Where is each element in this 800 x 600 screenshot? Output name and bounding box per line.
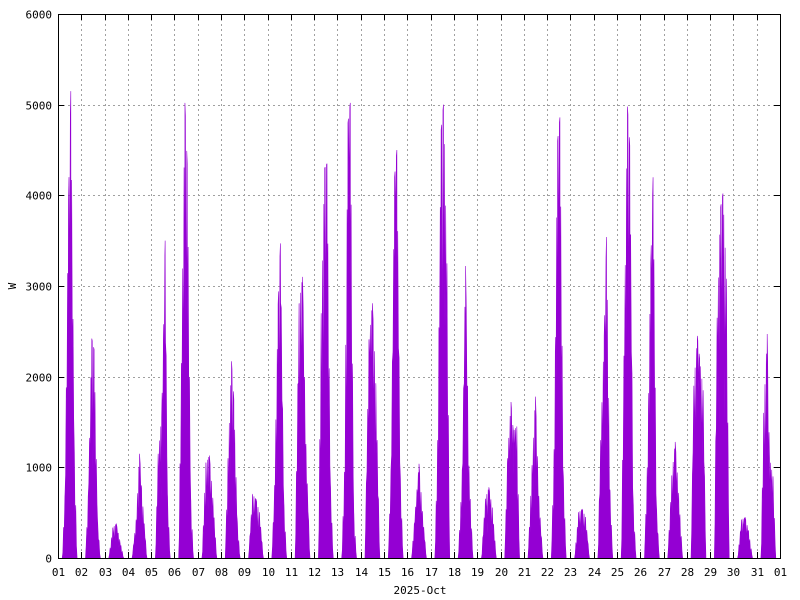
x-tick-label: 30	[727, 566, 740, 579]
day-production-30	[737, 517, 753, 559]
x-tick-labels: 01 02 03 04 05 06 07 08 09 10 11 12 13 14 15 16 17 18 19 20…	[52, 566, 787, 579]
day-production-07	[201, 455, 218, 559]
y-tick-label: 1000	[26, 462, 53, 475]
y-tick-label: 0	[45, 553, 52, 566]
x-tick-label: 16	[401, 566, 414, 579]
y-tick-labels: 0 1000 2000 3000 4000 5000 6000	[26, 9, 53, 566]
x-tick-label: 21	[518, 566, 531, 579]
x-tick-label: 03	[99, 566, 112, 579]
day-production-11	[294, 276, 311, 559]
x-tick-label: 02	[75, 566, 88, 579]
day-production-01	[61, 91, 78, 559]
x-tick-label: 01	[774, 566, 787, 579]
day-production-20	[504, 402, 520, 559]
y-tick-label: 2000	[26, 372, 53, 385]
day-production-10	[271, 243, 288, 559]
day-production-21	[527, 396, 544, 559]
x-axis-title: 2025-Oct	[394, 584, 447, 597]
axis-ticks	[58, 14, 781, 559]
x-tick-label: 07	[192, 566, 205, 579]
x-tick-label: 19	[471, 566, 484, 579]
x-tick-label: 10	[262, 566, 275, 579]
x-tick-label: 22	[541, 566, 554, 579]
x-tick-label: 18	[448, 566, 461, 579]
day-production-05	[155, 240, 171, 559]
day-production-18	[457, 266, 474, 559]
day-production-14	[364, 303, 381, 559]
y-tick-label: 3000	[26, 281, 53, 294]
x-tick-label: 11	[285, 566, 298, 579]
day-production-22	[550, 117, 567, 559]
day-production-09	[248, 493, 264, 559]
day-production-29	[714, 193, 730, 559]
x-tick-label: 29	[704, 566, 717, 579]
x-tick-label: 28	[681, 566, 694, 579]
x-tick-label: 08	[215, 566, 228, 579]
x-tick-label: 14	[355, 566, 369, 579]
day-production-04	[131, 453, 148, 559]
day-production-23	[574, 508, 590, 559]
day-production-03	[108, 523, 125, 559]
x-tick-label: 24	[588, 566, 602, 579]
day-production-24	[597, 237, 614, 559]
day-production-31	[760, 334, 777, 559]
day-production-15	[387, 149, 404, 559]
x-tick-label: 12	[308, 566, 321, 579]
x-tick-label: 09	[238, 566, 251, 579]
x-tick-label: 15	[378, 566, 391, 579]
y-tick-label: 5000	[26, 100, 53, 113]
day-production-17	[434, 104, 451, 559]
day-production-27	[667, 441, 683, 559]
power-series	[61, 91, 777, 559]
x-tick-label: 01	[52, 566, 65, 579]
y-tick-label: 6000	[26, 9, 53, 22]
x-tick-label: 05	[145, 566, 158, 579]
x-tick-label: 26	[634, 566, 647, 579]
y-tick-label: 4000	[26, 190, 53, 203]
day-production-12	[318, 163, 334, 559]
x-tick-label: 25	[611, 566, 624, 579]
day-production-26	[644, 177, 660, 559]
day-production-06	[178, 102, 194, 559]
x-tick-label: 27	[658, 566, 671, 579]
day-production-28	[690, 335, 707, 559]
x-tick-label: 17	[425, 566, 438, 579]
day-production-02	[85, 338, 101, 559]
x-tick-label: 23	[564, 566, 577, 579]
y-axis-title: W	[6, 282, 19, 289]
x-tick-label: 31	[751, 566, 764, 579]
grid-lines	[58, 14, 780, 558]
x-tick-label: 06	[168, 566, 181, 579]
day-production-25	[620, 106, 637, 559]
day-production-16	[411, 463, 427, 559]
x-tick-label: 13	[331, 566, 344, 579]
x-tick-label: 20	[495, 566, 508, 579]
day-production-19	[481, 487, 497, 559]
day-production-13	[341, 102, 357, 559]
x-tick-label: 04	[122, 566, 136, 579]
day-production-08	[224, 361, 241, 559]
